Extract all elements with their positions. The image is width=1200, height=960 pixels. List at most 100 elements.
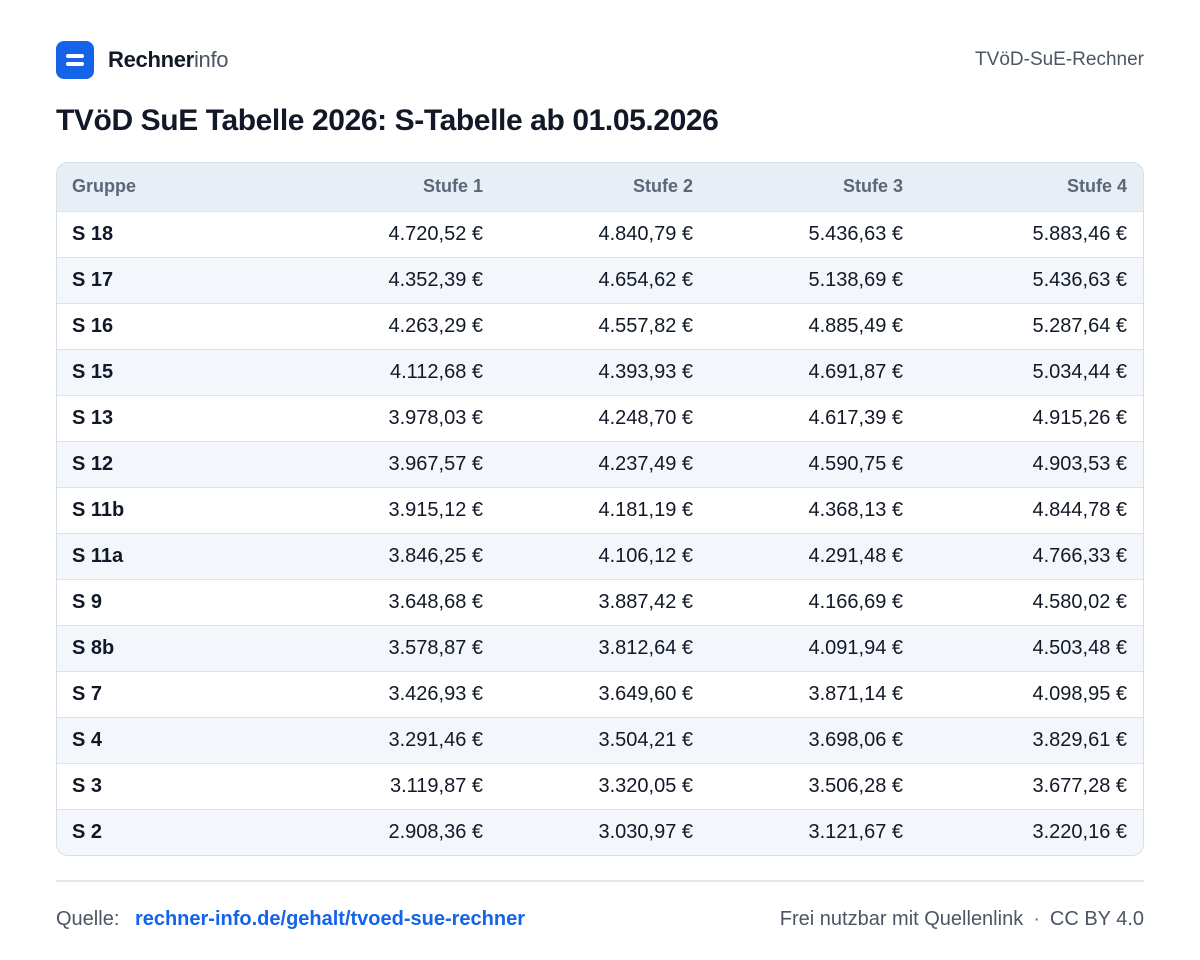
separator: · [1033,907,1040,930]
salary-cell-stufe-4: 4.503,48 € [919,624,1143,671]
table-row: S 15 4.112,68 €4.393,93 €4.691,87 €5.034,… [57,348,1143,395]
salary-cell-stufe-1: 3.119,87 € [289,762,499,809]
group-cell: S 15 [57,348,289,395]
salary-cell-stufe-4: 4.580,02 € [919,578,1143,625]
salary-cell-stufe-4: 4.903,53 € [919,440,1143,487]
group-cell: S 16 [57,302,289,349]
salary-cell-stufe-2: 4.654,62 € [499,256,709,303]
salary-cell-stufe-3: 3.698,06 € [709,716,919,763]
footer-divider [56,880,1144,882]
column-header-gruppe: Gruppe [57,163,289,211]
salary-cell-stufe-1: 3.846,25 € [289,532,499,579]
salary-cell-stufe-3: 4.691,87 € [709,348,919,395]
salary-cell-stufe-2: 4.237,49 € [499,440,709,487]
table-row: S 18 4.720,52 €4.840,79 €5.436,63 €5.883,… [57,210,1143,257]
salary-cell-stufe-3: 4.617,39 € [709,394,919,441]
page-title: TVöD SuE Tabelle 2026: S-Tabelle ab 01.0… [56,104,719,137]
group-cell: S 12 [57,440,289,487]
salary-cell-stufe-3: 4.590,75 € [709,440,919,487]
salary-cell-stufe-2: 4.106,12 € [499,532,709,579]
salary-cell-stufe-4: 5.034,44 € [919,348,1143,395]
header-tool-name: TVöD-SuE-Rechner [975,49,1144,70]
group-cell: S 11b [57,486,289,533]
salary-table: Gruppe Stufe 1 Stufe 2 Stufe 3 Stufe 4 S… [56,162,1144,856]
salary-cell-stufe-2: 4.181,19 € [499,486,709,533]
brand[interactable]: Rechnerinfo [56,41,229,79]
salary-cell-stufe-3: 3.121,67 € [709,808,919,855]
license-info: Frei nutzbar mit Quellenlink · CC BY 4.0 [780,908,1144,931]
column-header-stufe-2: Stufe 2 [499,163,709,211]
salary-cell-stufe-4: 4.844,78 € [919,486,1143,533]
salary-cell-stufe-3: 3.871,14 € [709,670,919,717]
group-cell: S 2 [57,808,289,855]
salary-cell-stufe-4: 4.915,26 € [919,394,1143,441]
table-row: S 17 4.352,39 €4.654,62 €5.138,69 €5.436,… [57,256,1143,303]
salary-cell-stufe-3: 4.291,48 € [709,532,919,579]
group-cell: S 17 [57,256,289,303]
salary-cell-stufe-3: 3.506,28 € [709,762,919,809]
table-row: S 3 3.119,87 €3.320,05 €3.506,28 €3.677,2… [57,762,1143,809]
salary-cell-stufe-1: 3.426,93 € [289,670,499,717]
salary-cell-stufe-3: 4.885,49 € [709,302,919,349]
brand-name-light: info [193,47,229,72]
salary-cell-stufe-1: 3.978,03 € [289,394,499,441]
license-name: CC BY 4.0 [1049,907,1144,930]
salary-cell-stufe-3: 4.166,69 € [709,578,919,625]
salary-cell-stufe-3: 4.091,94 € [709,624,919,671]
brand-name-bold: Rechner [108,47,194,72]
salary-cell-stufe-1: 3.578,87 € [289,624,499,671]
salary-cell-stufe-2: 4.248,70 € [499,394,709,441]
header: Rechnerinfo TVöD-SuE-Rechner [56,40,1144,80]
table-row: S 9 3.648,68 €3.887,42 €4.166,69 €4.580,0… [57,578,1143,625]
table-row: S 16 4.263,29 €4.557,82 €4.885,49 €5.287,… [57,302,1143,349]
salary-cell-stufe-2: 4.840,79 € [499,210,709,257]
table-row: S 11b 3.915,12 €4.181,19 €4.368,13 €4.844… [57,486,1143,533]
salary-cell-stufe-4: 4.766,33 € [919,532,1143,579]
table-header-row: Gruppe Stufe 1 Stufe 2 Stufe 3 Stufe 4 [57,163,1143,211]
salary-cell-stufe-2: 3.649,60 € [499,670,709,717]
salary-cell-stufe-1: 2.908,36 € [289,808,499,855]
table-row: S 12 3.967,57 €4.237,49 €4.590,75 €4.903,… [57,440,1143,487]
salary-cell-stufe-2: 3.504,21 € [499,716,709,763]
table-row: S 13 3.978,03 €4.248,70 €4.617,39 €4.915,… [57,394,1143,441]
table-row: S 11a 3.846,25 €4.106,12 €4.291,48 €4.766… [57,532,1143,579]
source-label: Quelle: [56,907,120,930]
logo-icon [56,41,94,79]
table-row: S 7 3.426,93 €3.649,60 €3.871,14 €4.098,9… [57,670,1143,717]
column-header-stufe-1: Stufe 1 [289,163,499,211]
group-cell: S 3 [57,762,289,809]
salary-cell-stufe-1: 3.967,57 € [289,440,499,487]
license-text: Frei nutzbar mit Quellenlink [779,907,1024,930]
salary-cell-stufe-2: 4.393,93 € [499,348,709,395]
source: Quelle: rechner-info.de/gehalt/tvoed-sue… [56,908,525,931]
salary-cell-stufe-1: 3.915,12 € [289,486,499,533]
salary-cell-stufe-2: 3.030,97 € [499,808,709,855]
salary-cell-stufe-1: 3.648,68 € [289,578,499,625]
salary-cell-stufe-2: 4.557,82 € [499,302,709,349]
table-row: S 2 2.908,36 €3.030,97 €3.121,67 €3.220,1… [57,808,1143,855]
salary-cell-stufe-2: 3.887,42 € [499,578,709,625]
salary-cell-stufe-4: 5.287,64 € [919,302,1143,349]
salary-cell-stufe-2: 3.320,05 € [499,762,709,809]
table-row: S 8b 3.578,87 €3.812,64 €4.091,94 €4.503,… [57,624,1143,671]
source-link[interactable]: rechner-info.de/gehalt/tvoed-sue-rechner [134,907,526,930]
salary-cell-stufe-1: 4.720,52 € [289,210,499,257]
column-header-stufe-4: Stufe 4 [919,163,1143,211]
group-cell: S 7 [57,670,289,717]
salary-cell-stufe-4: 5.883,46 € [919,210,1143,257]
group-cell: S 11a [57,532,289,579]
salary-cell-stufe-1: 3.291,46 € [289,716,499,763]
salary-cell-stufe-1: 4.352,39 € [289,256,499,303]
group-cell: S 18 [57,210,289,257]
group-cell: S 9 [57,578,289,625]
group-cell: S 4 [57,716,289,763]
salary-cell-stufe-4: 4.098,95 € [919,670,1143,717]
group-cell: S 13 [57,394,289,441]
footer: Quelle: rechner-info.de/gehalt/tvoed-sue… [56,904,1144,934]
brand-name: Rechnerinfo [108,47,229,73]
table-body: S 18 4.720,52 €4.840,79 € 5.436,63 €5.883,… [57,210,1143,855]
salary-cell-stufe-4: 5.436,63 € [919,256,1143,303]
salary-cell-stufe-1: 4.112,68 € [289,348,499,395]
salary-cell-stufe-2: 3.812,64 € [499,624,709,671]
salary-cell-stufe-3: 5.138,69 € [709,256,919,303]
